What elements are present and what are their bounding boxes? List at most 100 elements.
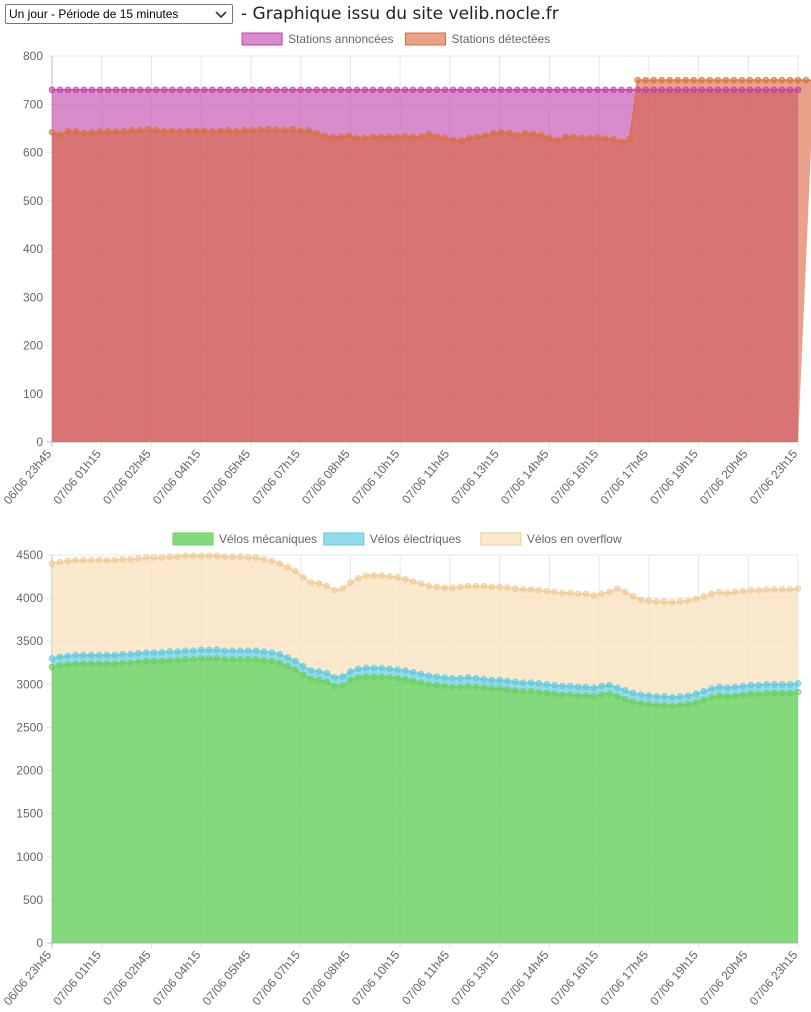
data-point	[354, 674, 362, 681]
data-point	[166, 553, 174, 561]
data-point	[543, 689, 551, 697]
data-point	[433, 673, 441, 680]
data-point	[488, 676, 496, 684]
data-point	[519, 679, 527, 686]
series-points	[48, 76, 811, 146]
data-point	[284, 662, 291, 670]
data-point	[763, 689, 770, 697]
data-point	[307, 675, 315, 683]
data-point	[722, 86, 730, 94]
data-point	[480, 675, 488, 683]
data-point	[610, 86, 617, 94]
data-point	[378, 572, 386, 579]
x-tick-label: 07/06 07h15	[249, 447, 303, 507]
data-point	[645, 597, 653, 604]
data-point	[329, 133, 337, 141]
data-point	[449, 683, 456, 691]
data-point	[225, 86, 232, 94]
data-point	[177, 86, 184, 94]
period-select[interactable]: Un jour - Période de 15 minutes	[5, 4, 233, 24]
data-point	[378, 673, 386, 680]
data-point	[653, 598, 660, 605]
data-point	[602, 86, 609, 94]
data-point	[684, 700, 692, 708]
data-point	[150, 657, 158, 665]
data-point	[402, 575, 409, 583]
data-point	[425, 86, 433, 94]
data-point	[637, 691, 645, 698]
data-point	[594, 134, 601, 141]
data-point	[417, 580, 425, 587]
data-point	[610, 135, 617, 143]
data-point	[339, 681, 346, 689]
data-point	[527, 687, 535, 695]
x-tick-label: 07/06 07h15	[249, 948, 303, 1008]
y-tick-label: 4000	[16, 591, 43, 605]
data-point	[305, 86, 312, 94]
data-point	[313, 129, 321, 137]
data-point	[185, 127, 192, 135]
data-point	[738, 76, 746, 84]
data-point	[771, 689, 778, 697]
data-point	[546, 86, 553, 94]
x-tick-label: 07/06 02h45	[100, 948, 154, 1008]
data-point	[297, 86, 304, 94]
data-point	[521, 129, 529, 137]
series-points	[48, 552, 802, 606]
data-point	[457, 675, 464, 682]
data-point	[629, 593, 637, 600]
data-point	[190, 656, 197, 663]
data-point	[570, 86, 577, 94]
data-point	[570, 133, 577, 141]
data-point	[496, 676, 503, 684]
data-point	[119, 556, 126, 563]
data-point	[574, 590, 582, 598]
data-point	[457, 683, 464, 691]
data-point	[747, 587, 755, 594]
data-point	[543, 681, 551, 688]
data-point	[614, 585, 621, 592]
data-point	[666, 76, 673, 84]
data-point	[64, 557, 72, 565]
data-point	[111, 660, 119, 667]
x-tick-label: 07/06 05h45	[200, 447, 254, 507]
data-point	[637, 700, 645, 707]
y-tick-label: 1500	[16, 807, 43, 821]
data-point	[377, 86, 385, 94]
data-point	[64, 652, 72, 660]
data-point	[730, 86, 738, 94]
data-point	[142, 649, 150, 656]
data-point	[323, 669, 331, 677]
data-point	[174, 656, 181, 664]
data-point	[362, 572, 370, 579]
x-tick-label: 07/06 14h45	[498, 948, 552, 1008]
data-point	[315, 668, 323, 675]
data-point	[88, 86, 96, 94]
data-point	[393, 133, 401, 141]
data-point	[161, 127, 168, 135]
data-point	[409, 668, 417, 676]
legend-label: Stations détectées	[452, 32, 551, 46]
data-point	[755, 690, 763, 698]
data-point	[80, 556, 87, 564]
data-point	[315, 676, 323, 684]
x-tick-label: 07/06 01h15	[50, 948, 104, 1008]
data-point	[449, 136, 457, 144]
data-point	[104, 127, 112, 135]
data-point	[489, 129, 497, 137]
data-point	[87, 556, 95, 564]
y-tick-label: 400	[23, 242, 43, 256]
series-area	[52, 658, 798, 943]
data-point	[488, 685, 496, 692]
data-point	[794, 585, 802, 592]
data-point	[669, 693, 676, 701]
data-point	[152, 86, 160, 94]
data-point	[103, 556, 111, 564]
data-point	[566, 589, 574, 597]
data-point	[112, 86, 120, 94]
data-point	[645, 692, 653, 699]
series-areas	[52, 555, 798, 943]
x-tick-label: 07/06 20h45	[697, 447, 751, 507]
data-point	[197, 655, 205, 662]
data-point	[378, 664, 386, 672]
